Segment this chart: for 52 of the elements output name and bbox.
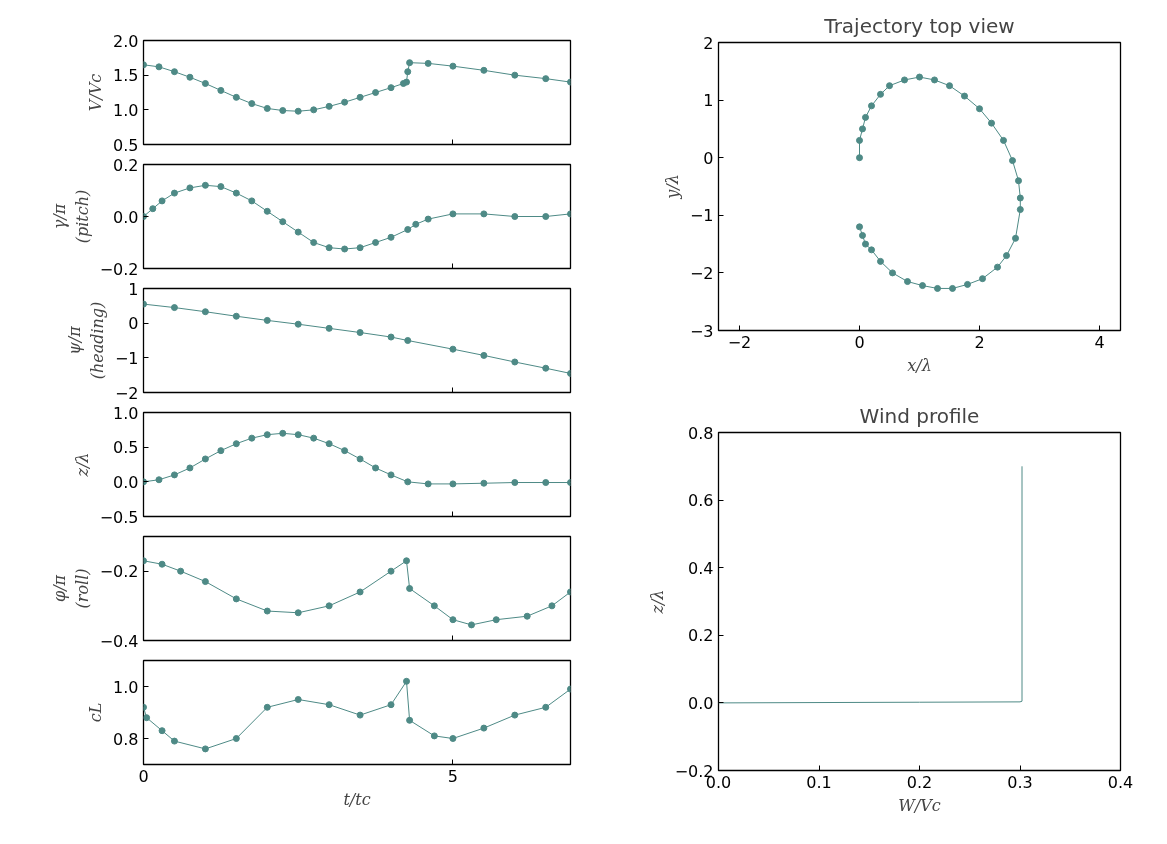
x-tick-label: 4	[1094, 332, 1105, 352]
x-tick-label: 0.1	[806, 772, 832, 792]
y-tick-label: 0.8	[113, 729, 139, 749]
y-tick-label: −0.2	[99, 562, 139, 582]
y-tick-label: 0.5	[113, 135, 139, 155]
y-tick-label: 0.5	[113, 438, 139, 458]
chart-title: Trajectory top view	[823, 13, 1015, 38]
y-tick-label: 1.0	[113, 403, 139, 423]
x-tick-label: −2	[727, 332, 752, 352]
y-tick-label: 0.8	[688, 423, 714, 443]
y-tick-label: −0.2	[99, 259, 139, 279]
y-tick-label: 0.4	[688, 558, 714, 578]
y-tick-label: 1.5	[113, 66, 139, 86]
y-tick-label: 0.2	[113, 155, 139, 175]
y-tick-label: −3	[689, 321, 714, 341]
chart-title: Wind profile	[859, 403, 980, 428]
y-tick-label: 0.0	[113, 207, 139, 227]
y-axis-title: φ/π (roll)	[49, 568, 92, 609]
x-tick-label: 0.4	[1107, 772, 1134, 792]
y-tick-label: 0	[703, 148, 714, 168]
y-tick-label: 0.2	[688, 626, 714, 646]
x-axis-title: W/Vc	[898, 795, 941, 815]
y-tick-label: −1	[689, 206, 714, 226]
y-tick-label: 0.0	[688, 693, 714, 713]
y-axis-title: ψ/π (heading)	[65, 301, 107, 380]
y-tick-label: −0.5	[99, 507, 139, 527]
y-tick-label: 1.0	[113, 100, 139, 120]
y-tick-label: 0.0	[113, 472, 139, 492]
x-axis-title: t/tc	[343, 789, 371, 809]
y-axis-title: z/λ	[647, 589, 667, 615]
y-axis-title: y/λ	[662, 174, 682, 200]
x-tick-label: 2	[974, 332, 985, 352]
y-tick-label: −2	[114, 383, 139, 403]
y-tick-label: 0	[128, 314, 139, 334]
y-tick-label: −2	[689, 263, 714, 283]
x-tick-label: 0.2	[906, 772, 933, 792]
y-axis-title: cL	[86, 702, 106, 723]
x-axis-title: x/λ	[907, 355, 932, 375]
y-tick-label: −0.4	[99, 631, 139, 651]
y-tick-label: 1.0	[113, 677, 139, 697]
y-axis-title: γ/π (pitch)	[49, 189, 92, 244]
y-tick-label: 2.0	[113, 31, 139, 51]
x-tick-label: 5	[447, 766, 459, 786]
y-tick-label: 2	[703, 33, 714, 53]
y-tick-label: 1	[128, 279, 139, 299]
y-axis-title: V/Vc	[86, 73, 106, 112]
y-tick-label: 0.6	[688, 491, 714, 511]
y-tick-label: 1	[703, 91, 714, 111]
y-axis-title: z/λ	[72, 452, 92, 478]
x-tick-label: 0.3	[1007, 772, 1033, 792]
x-tick-label: 0	[854, 332, 865, 352]
y-tick-label: −1	[114, 348, 139, 368]
